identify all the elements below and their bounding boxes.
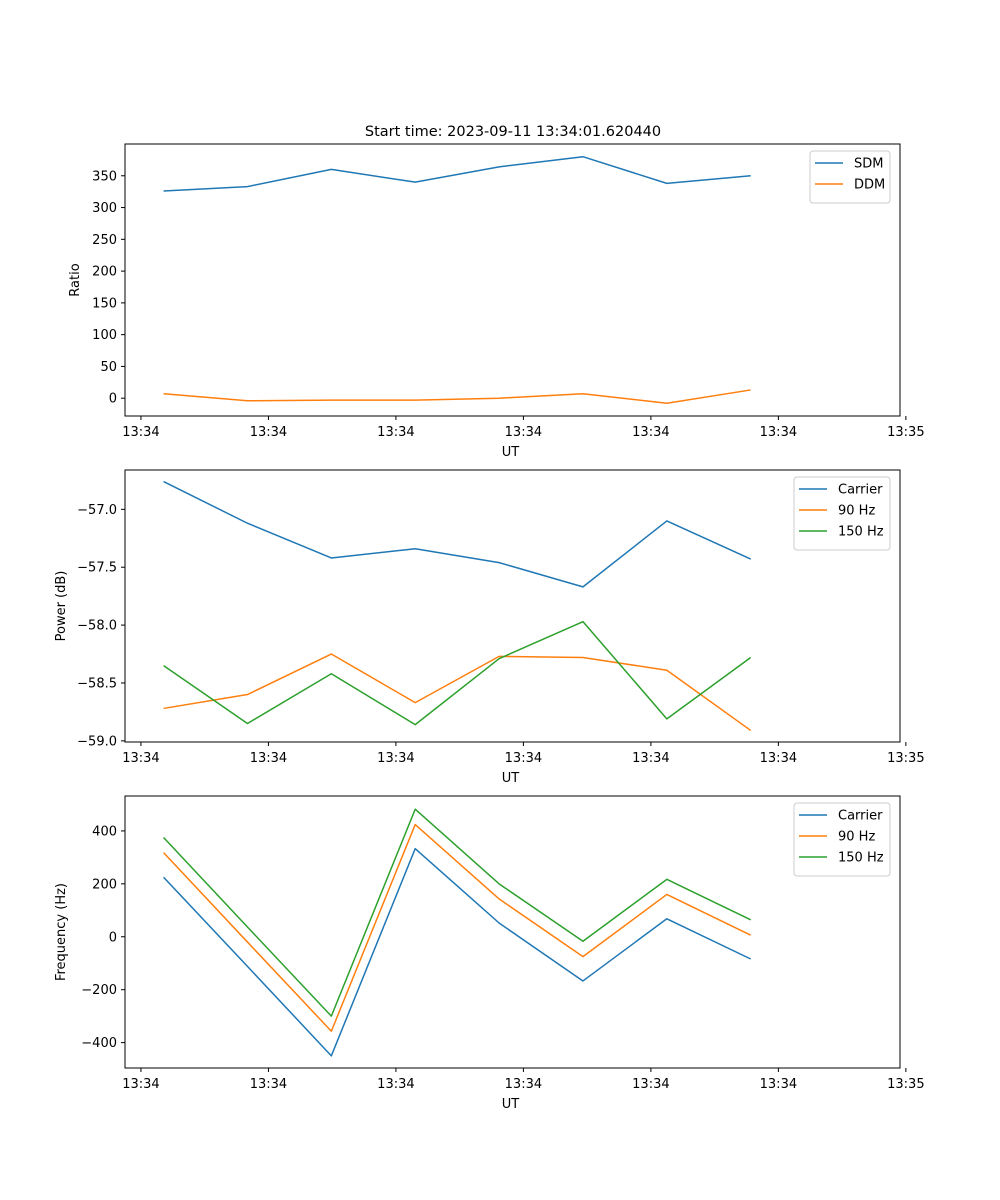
legend-label: 90 Hz [838,504,875,519]
y-tick-label: 400 [92,824,117,839]
legend-label: 150 Hz [838,525,884,540]
axes-frame [124,143,901,417]
y-tick-label: 200 [92,877,117,892]
x-tick-label: 13:34 [377,751,414,766]
legend-label: DDM [854,178,885,193]
y-tick-label: −200 [81,983,117,998]
x-axis-label: UT [502,445,520,460]
x-axis-label: UT [502,771,520,786]
series-line-carrier [163,480,752,588]
y-tick-label: −57.0 [77,503,117,518]
y-tick-label: 350 [92,169,117,184]
series-line-sdm [163,155,751,192]
y-tick-label: 100 [92,328,117,343]
x-tick-label: 13:34 [250,425,287,440]
y-tick-label: 0 [109,930,117,945]
x-tick-label: 13:34 [122,751,159,766]
x-tick-label: 13:34 [122,425,159,440]
x-tick-label: 13:34 [377,1077,414,1092]
y-axis-label: Frequency (Hz) [54,883,69,981]
y-tick-label: 250 [92,233,117,248]
series-line-150-hz [163,620,752,726]
y-tick-label: 300 [92,201,117,216]
x-tick-label: 13:34 [632,1077,669,1092]
y-axis-label: Ratio [68,263,83,296]
x-tick-label: 13:34 [250,1077,287,1092]
legend-label: 90 Hz [838,830,875,845]
x-tick-label: 13:34 [632,425,669,440]
legend: Carrier 90 Hz 150 Hz [793,476,891,551]
legend-label: Carrier [838,483,883,498]
chart-panel-2: 13:34 13:34 13:34 13:34 13:34 13:34 13:35 −59.0… [54,469,925,786]
x-tick-label: 13:34 [505,1077,542,1092]
y-tick-label: 50 [100,360,117,375]
x-tick-label: 13:35 [887,751,924,766]
x-tick-label: 13:34 [505,751,542,766]
legend-label: SDM [854,157,883,172]
x-tick-label: 13:35 [887,425,924,440]
x-tick-label: 13:34 [760,1077,797,1092]
series-line-90-hz [163,823,752,1032]
legend-box [809,150,891,204]
legend-label: 150 Hz [838,851,884,866]
x-tick-label: 13:34 [505,425,542,440]
x-tick-label: 13:34 [122,1077,159,1092]
x-tick-label: 13:34 [760,751,797,766]
y-tick-label: −58.5 [77,676,117,691]
y-tick-label: 0 [109,392,117,407]
y-tick-label: 150 [92,296,117,311]
chart-panel-3: 13:34 13:34 13:34 13:34 13:34 13:34 13:35 −400 −… [54,795,925,1112]
y-tick-label: −400 [81,1036,117,1051]
x-tick-label: 13:34 [250,751,287,766]
series-line-90-hz [163,653,752,732]
x-tick-label: 13:34 [760,425,797,440]
series-line-carrier [163,847,752,1057]
y-tick-label: −57.5 [77,561,117,576]
y-tick-label: 200 [92,265,117,280]
x-axis-label: UT [502,1097,520,1112]
series-line-ddm [163,389,751,405]
figure-title: Start time: 2023-09-11 13:34:01.620440 [365,124,661,140]
legend-label: Carrier [838,809,883,824]
axes-frame [124,795,901,1069]
x-tick-label: 13:35 [887,1077,924,1092]
legend: SDM DDM [809,150,891,204]
y-axis-label: Power (dB) [54,571,69,642]
x-tick-label: 13:34 [632,751,669,766]
axes-frame [124,469,901,743]
legend: Carrier 90 Hz 150 Hz [793,802,891,877]
series-line-150-hz [163,808,752,1017]
y-tick-label: −59.0 [77,734,117,749]
x-tick-label: 13:34 [377,425,414,440]
chart-panel-1: 13:34 13:34 13:34 13:34 13:34 13:34 13:35 0 50 10… [68,143,925,460]
y-tick-label: −58.0 [77,619,117,634]
